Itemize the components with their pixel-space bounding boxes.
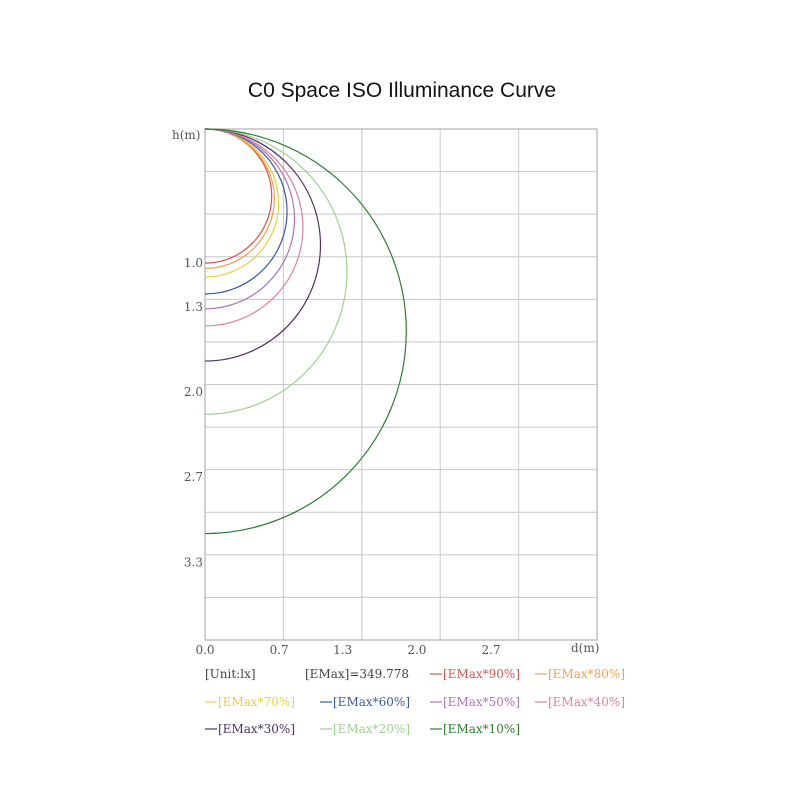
x-tick-label-2: 1.3 xyxy=(333,643,352,657)
y-axis-label: h(m) xyxy=(172,128,200,142)
y-tick-label-2: 2.0 xyxy=(184,385,203,399)
legend-label-1: [EMax*90%] xyxy=(443,667,520,681)
legend-label-7: [EMax*30%] xyxy=(218,722,295,736)
legend-label-4: [EMax*60%] xyxy=(333,695,410,709)
x-tick-label-3: 2.0 xyxy=(407,643,426,657)
iso-curve-6 xyxy=(204,128,304,327)
legend-label-6: [EMax*40%] xyxy=(548,695,625,709)
iso-curve-7 xyxy=(204,128,321,362)
iso-curve-5 xyxy=(204,128,296,310)
legend-unit: [Unit:lx] xyxy=(205,667,256,681)
legend-label-8: [EMax*20%] xyxy=(333,722,410,736)
legend-label-5: [EMax*50%] xyxy=(443,695,520,709)
iso-curve-3 xyxy=(204,128,280,278)
chart-grid xyxy=(205,129,598,641)
x-axis-label: d(m) xyxy=(571,641,599,655)
legend-label-2: [EMax*80%] xyxy=(548,667,625,681)
y-tick-labels: 1.0 1.3 2.0 2.7 3.3 xyxy=(184,256,203,569)
y-tick-label-0: 1.0 xyxy=(184,256,203,270)
iso-curve-9 xyxy=(204,128,407,535)
plot-frame xyxy=(204,128,598,641)
x-tick-label-4: 2.7 xyxy=(482,643,501,657)
y-tick-label-1: 1.3 xyxy=(184,300,203,314)
chart-title: C0 Space ISO Illuminance Curve xyxy=(248,79,556,102)
legend-emax: [EMax]=349.778 xyxy=(305,667,409,681)
iso-curve-4 xyxy=(204,128,288,295)
iso-curves xyxy=(204,128,407,535)
iso-curve-8 xyxy=(204,128,348,415)
iso-curve-2 xyxy=(204,128,275,270)
legend: [EMax*90%] [EMax*80%] [EMax*70%] [EMax*60%]… xyxy=(205,667,625,736)
legend-label-9: [EMax*10%] xyxy=(443,722,520,736)
x-tick-label-1: 0.7 xyxy=(270,643,289,657)
y-tick-label-3: 2.7 xyxy=(184,470,203,484)
x-tick-labels: 0.0 0.7 1.3 2.0 2.7 xyxy=(195,643,500,657)
legend-label-3: [EMax*70%] xyxy=(218,695,295,709)
y-tick-label-4: 3.3 xyxy=(184,555,203,569)
x-tick-label-0: 0.0 xyxy=(195,643,214,657)
